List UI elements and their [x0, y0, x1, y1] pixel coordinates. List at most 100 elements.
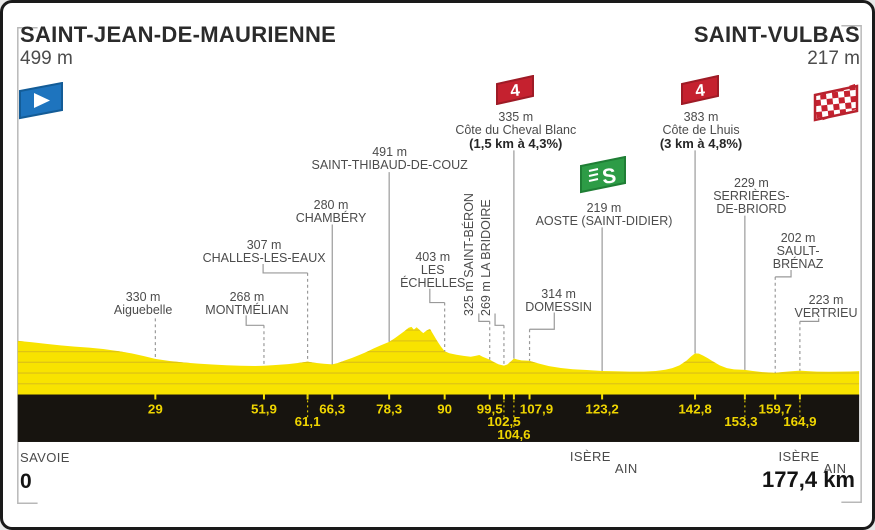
svg-text:S: S	[601, 164, 617, 188]
climb-gradient: (3 km à 4,8%)	[659, 136, 743, 151]
start-flag-icon	[19, 82, 63, 120]
finish-location-name: SAINT-VULBAS	[693, 22, 860, 47]
waypoint-label: 268 m MONTMÉLIAN	[205, 291, 288, 317]
department-crossing-bottom: AIN	[823, 461, 847, 476]
waypoint-label: 307 m CHALLES-LES-EAUX	[203, 239, 326, 265]
km-bar-tick	[388, 394, 391, 400]
left-bracket	[17, 26, 38, 505]
waypoint-connector-elbow	[775, 269, 792, 278]
waypoint-name: Côte du Cheval Blanc	[455, 123, 577, 137]
waypoint-name: CHALLES-LES-EAUX	[202, 251, 326, 265]
intermediate-sprint-flag-icon: S	[580, 155, 627, 199]
waypoint-label: 229 m SERRIÈRES- DE-BRIORD	[713, 177, 789, 216]
waypoint-elevation: 307 m	[246, 238, 282, 252]
waypoint-label: 491 m SAINT-THIBAUD-DE-COUZ	[311, 146, 467, 172]
km-mark: 51,9	[251, 401, 277, 416]
waypoint-name: CHAMBÉRY	[295, 211, 367, 225]
climb-gradient: (1,5 km à 4,3%)	[469, 136, 563, 151]
waypoint-elevation: 383 m	[683, 110, 719, 124]
start-location-name: SAINT-JEAN-DE-MAURIENNE	[20, 22, 337, 47]
km-mark: 102,5	[487, 414, 521, 429]
km-mark: 107,9	[520, 401, 553, 416]
km-bar-tick	[528, 394, 531, 400]
waypoint-name: AOSTE (SAINT-DIDIER)	[535, 214, 673, 228]
waypoint-name: DOMESSIN	[525, 300, 592, 314]
waypoint-elevation: 330 m	[125, 290, 161, 304]
waypoint-name: Aiguebelle	[113, 303, 173, 317]
finish-header: SAINT-VULBAS 217 m	[693, 22, 860, 70]
waypoint-connector-elbow	[494, 313, 504, 326]
km-bar-tick	[601, 394, 604, 400]
km-bar-tick	[488, 394, 491, 400]
department-crossing-top: ISÈRE	[778, 449, 820, 464]
waypoint-label: 383 m Côte de Lhuis (3 km à 4,8%)	[659, 110, 743, 151]
km-bar-tick	[331, 394, 334, 400]
waypoint-label-rotated: 269 m LA BRIDOIRE	[478, 199, 493, 316]
km-bar-tick	[774, 394, 777, 400]
km-mark: 153,3	[724, 414, 757, 429]
waypoint-label: 335 m Côte du Cheval Blanc (1,5 km à 4,3%)	[455, 110, 577, 151]
km-mark: 159,7	[759, 401, 792, 416]
svg-text:4: 4	[509, 80, 521, 100]
total-distance: 177,4 km	[762, 467, 855, 492]
waypoint-name: LES	[420, 263, 445, 277]
waypoint-connector-elbow	[245, 315, 264, 326]
km-mark: 142,8	[678, 401, 711, 416]
km-mark: 90	[437, 401, 452, 416]
km-mark: 164,9	[783, 414, 816, 429]
waypoint-label: 219 m AOSTE (SAINT-DIDIER)	[536, 202, 673, 228]
right-bracket	[841, 24, 862, 504]
waypoint-elevation: 202 m	[780, 231, 816, 245]
waypoint-elevation: 219 m	[586, 201, 622, 215]
category-4-climb-flag-icon: 4	[495, 74, 536, 110]
waypoint-connector-elbow	[262, 264, 308, 274]
waypoint-elevation: 314 m	[541, 287, 576, 301]
start-km-value: 0	[20, 470, 32, 493]
waypoint-name: SAULT-	[776, 244, 820, 258]
waypoint-name: Côte de Lhuis	[662, 123, 740, 137]
waypoint-elevation: 268 m	[229, 290, 265, 304]
km-bar	[17, 394, 860, 442]
km-mark: 123,2	[585, 401, 618, 416]
start-elevation: 499 m	[20, 48, 73, 69]
km-mark: 99,5	[477, 401, 504, 416]
waypoint-name: DE-BRIORD	[716, 202, 787, 216]
department-crossing-bottom: AIN	[614, 461, 638, 476]
department-savoie: SAVOIE	[20, 450, 70, 465]
waypoint-elevation: 223 m	[808, 293, 844, 307]
km-bar-tick	[694, 394, 697, 400]
svg-text:4: 4	[694, 80, 706, 100]
waypoint-elevation: 335 m	[498, 110, 534, 124]
km-bar-tick	[443, 394, 446, 400]
waypoint-label: 330 m Aiguebelle	[114, 291, 172, 317]
waypoint-connector-elbow	[799, 318, 820, 322]
waypoint-label: 202 m SAULT- BRÉNAZ	[773, 232, 824, 271]
waypoint-name: ÉCHELLES	[400, 276, 466, 290]
waypoint-name: BRÉNAZ	[772, 257, 824, 271]
km-mark: 29	[148, 401, 163, 416]
waypoint-elevation: 491 m	[372, 145, 407, 159]
waypoint-name: SERRIÈRES-	[713, 189, 790, 203]
km-mark: 104,6	[497, 427, 530, 442]
waypoint-connector-elbow	[429, 288, 445, 304]
start-header: SAINT-JEAN-DE-MAURIENNE 499 m	[20, 22, 337, 70]
waypoint-name: MONTMÉLIAN	[205, 303, 289, 317]
waypoint-label: 403 m LES ÉCHELLES	[400, 251, 465, 290]
waypoint-connector-elbow	[478, 313, 490, 322]
waypoint-connector-elbow	[529, 312, 555, 330]
waypoint-elevation: 229 m	[734, 176, 769, 190]
waypoint-label: 223 m VERTRIEU	[795, 294, 858, 320]
waypoint-elevation: 280 m	[313, 198, 349, 212]
category-4-climb-flag-icon: 4	[681, 74, 721, 110]
waypoint-label: 314 m DOMESSIN	[525, 288, 592, 314]
km-bar-tick	[154, 394, 157, 400]
waypoint-label-rotated: 325 m SAINT-BÉRON	[462, 193, 477, 316]
km-mark: 66,3	[319, 401, 345, 416]
waypoint-elevation: 403 m	[415, 250, 451, 264]
km-mark: 61,1	[295, 414, 322, 429]
km-mark: 78,3	[376, 401, 402, 416]
department-crossing-top: ISÈRE	[569, 449, 611, 464]
waypoint-name: VERTRIEU	[794, 306, 858, 320]
